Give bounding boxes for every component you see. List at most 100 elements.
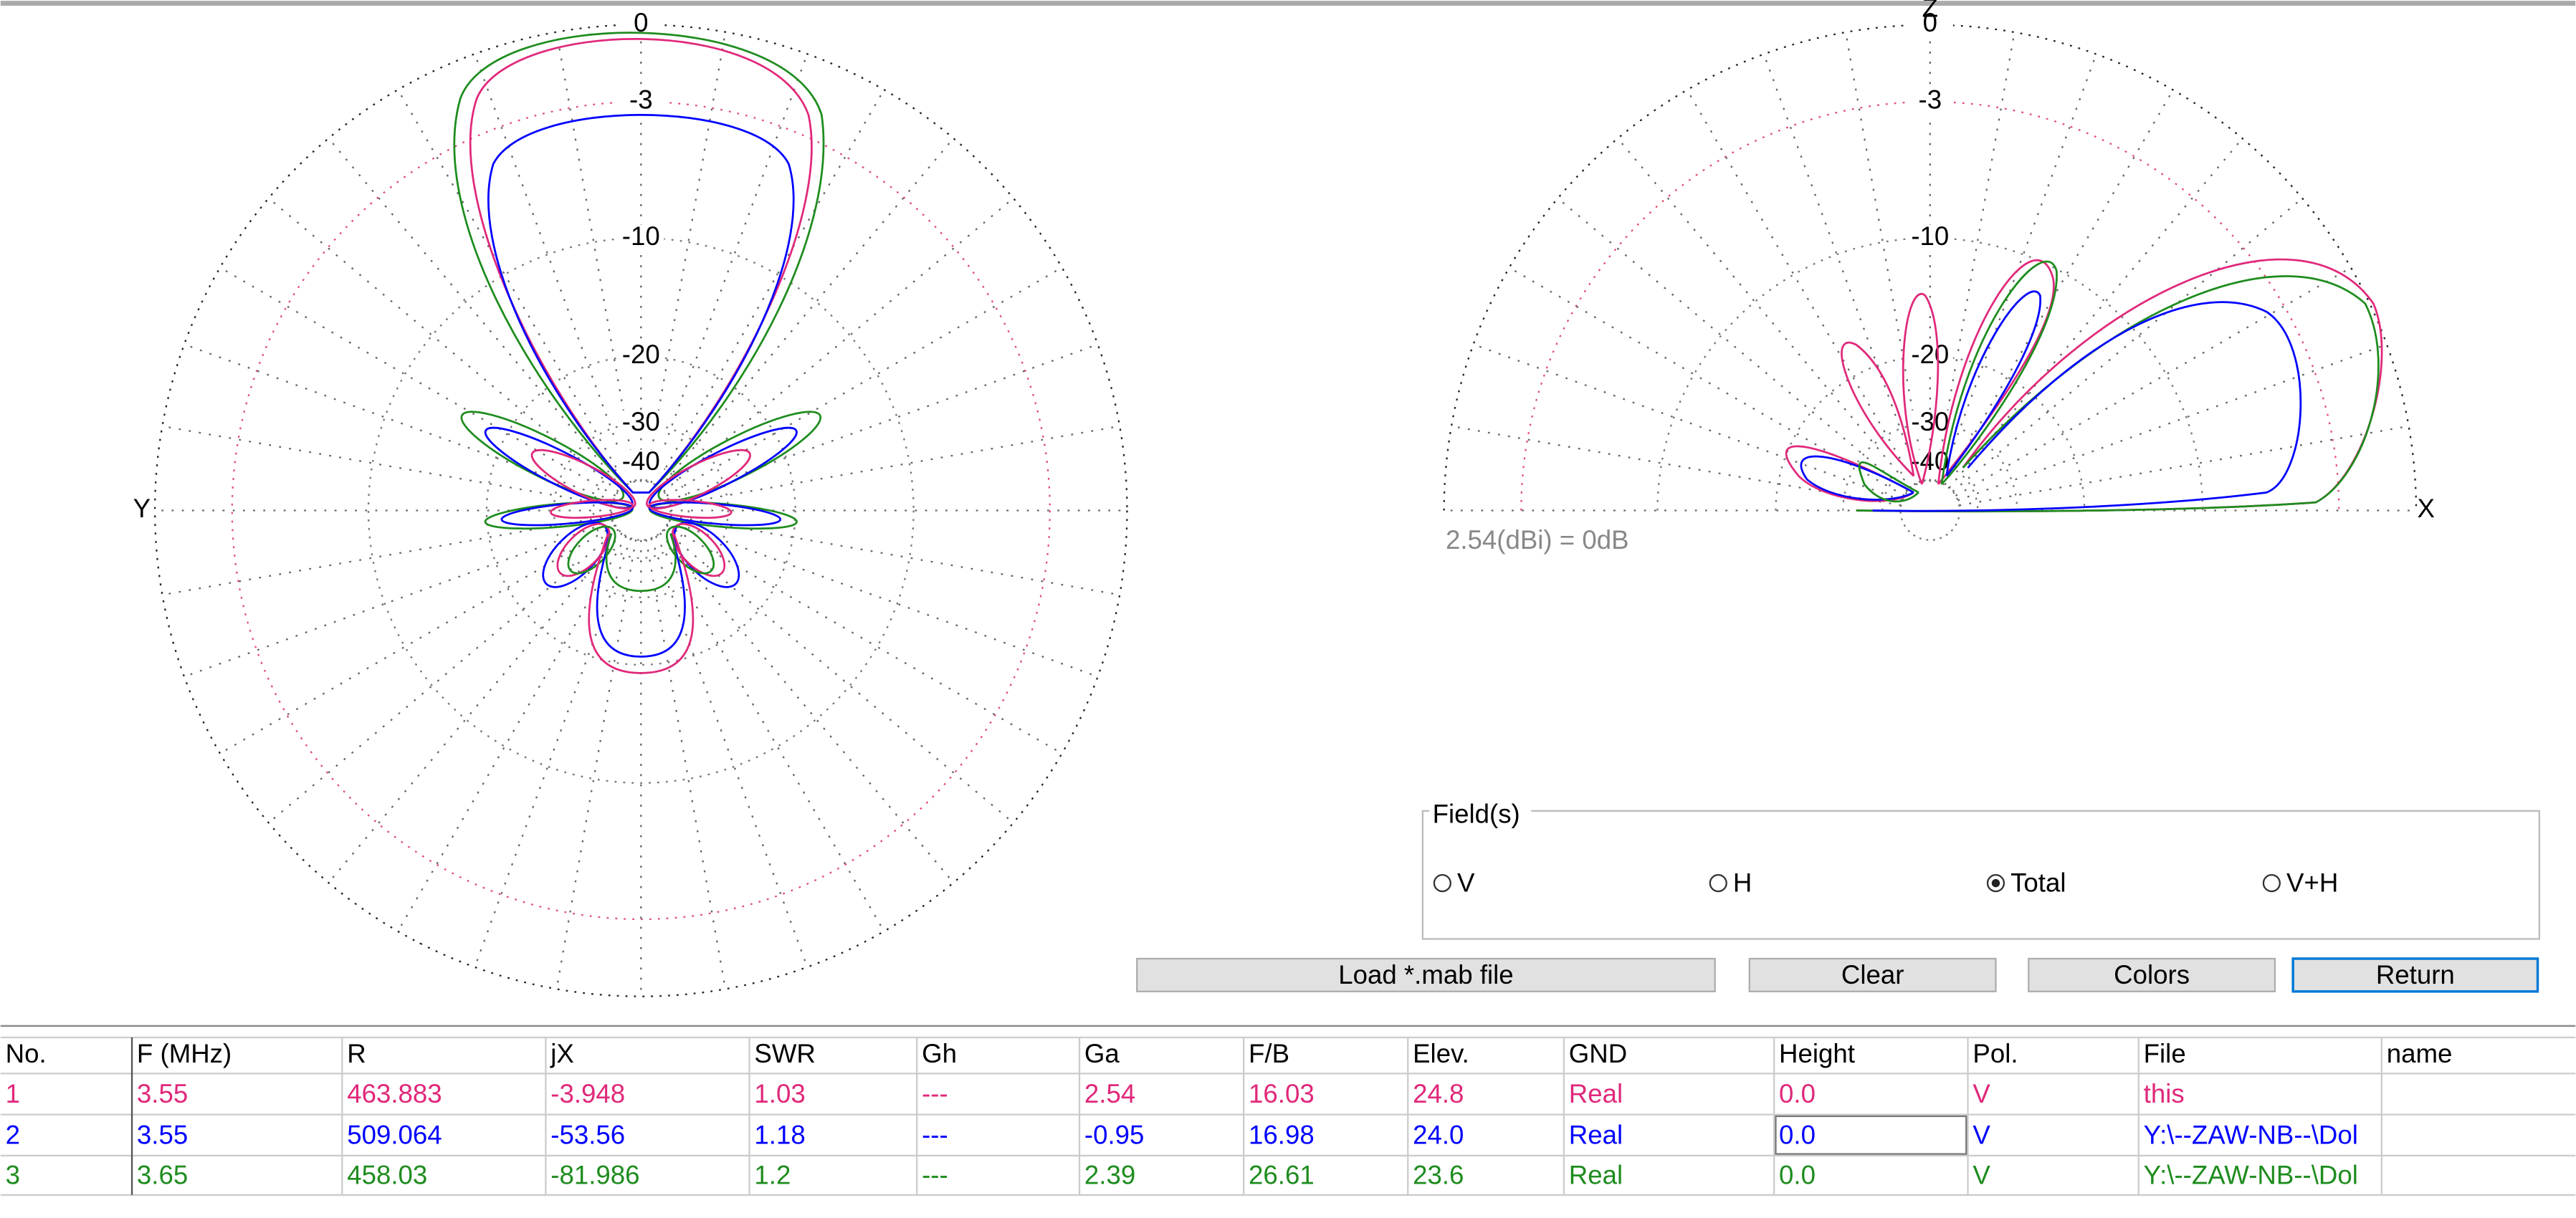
- table-cell[interactable]: 0.0: [1779, 1079, 1816, 1108]
- radio-label[interactable]: Total: [2010, 868, 2066, 898]
- grid-spoke: [328, 532, 623, 883]
- grid-spoke: [474, 537, 632, 968]
- label-bg: [618, 410, 664, 437]
- radio[interactable]: [1709, 874, 1727, 893]
- pattern-curve: [588, 533, 695, 674]
- ring-label: -10: [622, 221, 660, 251]
- table-cell[interactable]: V: [1972, 1120, 1990, 1149]
- table-cell[interactable]: ---: [922, 1079, 948, 1108]
- column-header: F/B: [1249, 1039, 1289, 1068]
- table-cell[interactable]: Y:\--ZAW-NB--\Dol: [2144, 1120, 2358, 1149]
- button[interactable]: [2028, 957, 2276, 992]
- table-cell[interactable]: Y:\--ZAW-NB--\Dol: [2144, 1160, 2358, 1189]
- table-cell[interactable]: 2: [6, 1120, 20, 1149]
- column-header: jX: [550, 1039, 574, 1068]
- group-title-bg: [1429, 801, 1532, 828]
- radio-label[interactable]: V+H: [2286, 868, 2338, 898]
- label-bg: [1907, 342, 1953, 370]
- button-label[interactable]: Load *.mab file: [1338, 960, 1513, 989]
- table-cell[interactable]: 0.0: [1779, 1120, 1816, 1149]
- right-pattern: [1785, 258, 2383, 513]
- table-cell[interactable]: 1.18: [754, 1120, 805, 1149]
- table-cell[interactable]: Real: [1569, 1120, 1623, 1149]
- radio-label[interactable]: H: [1733, 868, 1752, 898]
- radio-label[interactable]: V: [1457, 868, 1475, 898]
- ring-label: 0: [634, 8, 648, 37]
- grid-spoke: [219, 524, 616, 754]
- button[interactable]: [1136, 957, 1716, 992]
- table-cell[interactable]: Real: [1569, 1079, 1623, 1108]
- grid-spoke: [183, 343, 614, 502]
- table-cell[interactable]: ---: [922, 1160, 948, 1189]
- table-cell[interactable]: 0.0: [1779, 1160, 1816, 1189]
- table-cell[interactable]: -0.95: [1084, 1120, 1145, 1149]
- ring-label: -20: [1911, 340, 1949, 369]
- table-cell[interactable]: Real: [1569, 1160, 1623, 1189]
- column-header: Gh: [922, 1039, 957, 1068]
- pattern-curve: [453, 32, 825, 494]
- pattern-curve: [1858, 461, 1919, 503]
- button-label[interactable]: Clear: [1841, 960, 1904, 989]
- grid-ring: [231, 100, 1051, 921]
- table-cell[interactable]: 24.8: [1413, 1079, 1464, 1108]
- table-cell[interactable]: 3.55: [137, 1120, 188, 1149]
- grid-spoke: [1686, 89, 1917, 486]
- table-cell[interactable]: 3.65: [137, 1160, 188, 1189]
- table-cell[interactable]: 463.883: [347, 1079, 442, 1108]
- grid-spoke: [659, 532, 955, 883]
- table-cell[interactable]: 26.61: [1249, 1160, 1315, 1189]
- ring-label: -3: [1919, 85, 1942, 115]
- table-cell[interactable]: ---: [922, 1120, 948, 1149]
- table-cell[interactable]: V: [1972, 1079, 1990, 1108]
- pattern-curve: [1785, 445, 1914, 502]
- polar-grids: 0-3-10-20-30-400-3-10-20-30-40Y XZ: [133, 0, 2435, 997]
- column-header: Pol.: [1972, 1039, 2018, 1068]
- table-cell[interactable]: 1: [6, 1079, 20, 1108]
- column-header: F (MHz): [137, 1039, 232, 1068]
- grid-spoke: [1473, 343, 1903, 502]
- table-cell[interactable]: 3.55: [137, 1079, 188, 1108]
- focus-cell: [1775, 1115, 1967, 1155]
- radio[interactable]: [1433, 874, 1451, 893]
- table-cell[interactable]: -53.56: [550, 1120, 625, 1149]
- table-cell[interactable]: this: [2144, 1079, 2185, 1108]
- table-cell[interactable]: V: [1972, 1160, 1990, 1189]
- grid-ring: [153, 24, 1128, 997]
- table-cell[interactable]: 24.0: [1413, 1120, 1464, 1149]
- pattern-lobe: [648, 499, 733, 519]
- left-pattern: [453, 32, 825, 674]
- grid-spoke: [1952, 197, 2304, 492]
- pattern-curve: [1841, 341, 1915, 477]
- table-cell[interactable]: -81.986: [550, 1160, 639, 1189]
- table-cell[interactable]: 16.98: [1249, 1120, 1315, 1149]
- button-label[interactable]: Return: [2376, 960, 2455, 989]
- button[interactable]: [1748, 957, 1997, 992]
- button[interactable]: [2291, 957, 2539, 993]
- table-cell[interactable]: 3: [6, 1160, 20, 1189]
- axis-label: Z: [1922, 0, 1938, 22]
- grid-spoke: [666, 524, 1063, 754]
- button-label[interactable]: Colors: [2114, 960, 2190, 989]
- table-cell[interactable]: 23.6: [1413, 1160, 1464, 1189]
- table-cell[interactable]: 2.39: [1084, 1160, 1135, 1189]
- table-cell[interactable]: 509.064: [347, 1120, 442, 1149]
- pattern-curve: [1800, 455, 1914, 501]
- radio[interactable]: [2262, 874, 2281, 893]
- table-cell[interactable]: 1.03: [754, 1079, 805, 1108]
- grid-spoke: [268, 529, 619, 824]
- pattern-curve: [596, 533, 686, 658]
- table-cell[interactable]: 16.03: [1249, 1079, 1315, 1108]
- ring-label: -40: [622, 446, 660, 476]
- column-header: File: [2144, 1039, 2186, 1068]
- grid-spoke: [219, 267, 616, 497]
- table-cell[interactable]: 458.03: [347, 1160, 427, 1189]
- table-cell[interactable]: 2.54: [1084, 1079, 1135, 1108]
- ring-label: -3: [629, 85, 653, 115]
- grid-ring: [592, 461, 690, 560]
- pattern-curve: [1937, 259, 2055, 485]
- pattern-curve: [1902, 292, 1940, 485]
- grid-spoke: [1617, 138, 1912, 489]
- table-cell[interactable]: 1.2: [754, 1160, 791, 1189]
- table-cell[interactable]: -3.948: [550, 1079, 625, 1108]
